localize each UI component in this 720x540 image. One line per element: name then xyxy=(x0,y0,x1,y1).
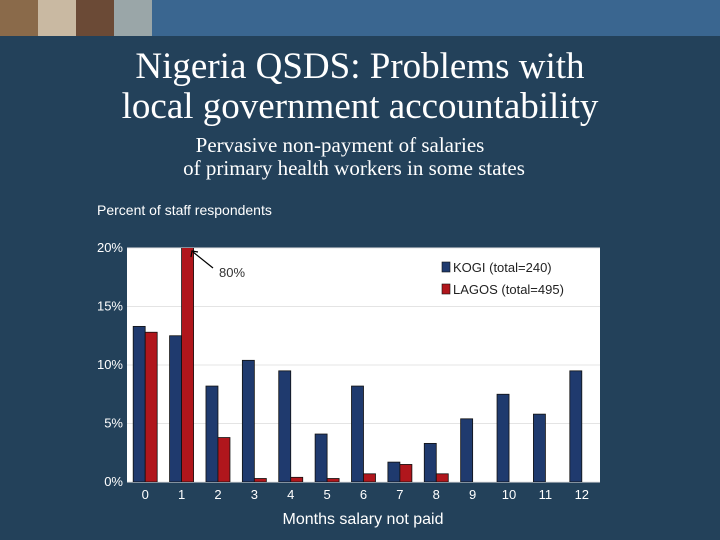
bar xyxy=(314,433,328,482)
bar xyxy=(533,413,546,482)
bar xyxy=(387,461,401,482)
photo-strip xyxy=(0,0,152,36)
bar xyxy=(399,464,413,482)
bar xyxy=(496,393,510,482)
bar xyxy=(351,385,364,482)
x-tick-label: 4 xyxy=(287,487,294,502)
bar xyxy=(169,335,182,482)
x-axis-label: Months salary not paid xyxy=(283,511,444,528)
bar xyxy=(241,359,255,482)
x-tick-label: 3 xyxy=(251,487,258,502)
x-tick-label: 2 xyxy=(214,487,221,502)
y-tick-label: 20% xyxy=(97,240,123,255)
bar xyxy=(181,248,194,482)
title: Nigeria QSDS: Problems with xyxy=(135,46,585,87)
bar xyxy=(460,418,474,482)
bar xyxy=(326,478,340,482)
bar xyxy=(253,478,267,482)
legend-label: LAGOS (total=495) xyxy=(453,282,564,297)
x-tick-label: 5 xyxy=(323,487,330,502)
bar xyxy=(278,370,292,482)
x-tick-label: 10 xyxy=(502,487,516,502)
annotation-arrow xyxy=(192,251,214,269)
arrowhead xyxy=(190,250,199,258)
bar xyxy=(144,331,158,482)
bar xyxy=(217,437,231,482)
bar xyxy=(435,473,449,482)
x-tick-label: 12 xyxy=(575,487,589,502)
x-tick-label: 8 xyxy=(433,487,440,502)
x-tick-label: 7 xyxy=(396,487,403,502)
y-tick-label: 10% xyxy=(97,357,123,372)
bar xyxy=(205,385,219,482)
x-tick-label: 0 xyxy=(142,487,149,502)
title: local government accountability xyxy=(122,86,599,127)
bar xyxy=(569,370,583,482)
subtitle: Pervasive non-payment of salaries xyxy=(196,133,485,157)
y-tick-label: 0% xyxy=(104,474,123,489)
x-tick-label: 11 xyxy=(539,487,553,502)
legend-swatch xyxy=(441,283,451,295)
legend-swatch xyxy=(441,261,451,273)
y-tick-label: 5% xyxy=(104,416,123,431)
x-tick-label: 1 xyxy=(178,487,185,502)
x-tick-label: 9 xyxy=(469,487,476,502)
legend-label: KOGI (total=240) xyxy=(453,260,552,275)
subtitle: of primary health workers in some states xyxy=(183,156,525,180)
bar xyxy=(132,325,146,482)
bar xyxy=(290,476,304,482)
y-tick-label: 15% xyxy=(97,299,123,314)
chart-title: Percent of staff respondents xyxy=(97,202,272,218)
x-tick-label: 6 xyxy=(360,487,367,502)
bar xyxy=(423,442,437,482)
annotation: 80% xyxy=(219,265,245,280)
bar xyxy=(363,473,376,482)
